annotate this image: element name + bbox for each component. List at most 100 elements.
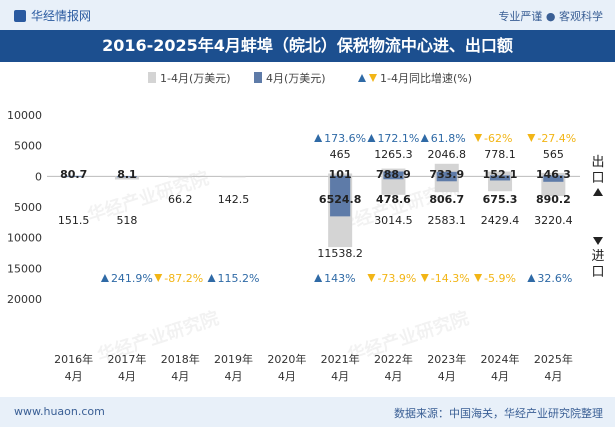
x-tick-label-year: 2024年 <box>481 352 520 366</box>
x-tick-label-month: 4月 <box>225 370 243 383</box>
brand: 华经情报网 <box>14 7 91 24</box>
side-label-export-2: 口 <box>591 171 604 186</box>
import-monthly-label: 675.3 <box>483 193 518 206</box>
export-monthly-bar <box>436 171 457 177</box>
import-monthly-label: 806.7 <box>429 193 464 206</box>
x-tick-label-month: 4月 <box>331 370 349 383</box>
legend-label-growth: 1-4月同比增速(%) <box>380 71 472 85</box>
export-growth-marker <box>474 134 483 142</box>
y-tick-label: 20000 <box>7 293 42 306</box>
import-cumulative-label: 11538.2 <box>317 247 363 260</box>
import-cumulative-bar <box>221 176 246 178</box>
import-growth-marker <box>207 274 216 282</box>
import-growth-marker <box>527 274 536 282</box>
import-monthly-bar <box>436 176 457 182</box>
export-monthly-label: 146.3 <box>536 168 571 181</box>
export-monthly-bar <box>330 175 351 177</box>
export-growth-label: 61.8% <box>431 132 466 145</box>
export-monthly-bar <box>489 175 511 177</box>
site-url: www.huaon.com <box>14 405 105 418</box>
y-tick-label: 0 <box>35 170 42 183</box>
export-cumulative-bar <box>328 173 353 177</box>
import-cumulative-label: 3220.4 <box>534 214 573 227</box>
tagline: 专业严谨 ● 客观科学 <box>498 10 603 23</box>
bottom-bar: www.huaon.com 数据来源：中国海关，华经产业研究院整理 <box>0 397 615 427</box>
export-growth-label: -27.4% <box>537 132 576 145</box>
y-tick-label: 15000 <box>7 262 42 275</box>
import-cumulative-label: 142.5 <box>218 193 250 206</box>
import-cumulative-bar <box>114 176 139 180</box>
export-cumulative-bar <box>488 171 513 177</box>
legend-swatch-cumulative <box>148 72 156 83</box>
import-growth-label: 32.6% <box>537 272 572 285</box>
x-tick-label-year: 2020年 <box>267 352 306 366</box>
side-label-import-1: 进 <box>591 249 604 264</box>
export-cumulative-label: 465 <box>330 148 351 161</box>
import-growth-marker <box>420 274 429 282</box>
export-monthly-label: 733.9 <box>429 168 464 181</box>
side-arrow-down-icon <box>593 237 603 245</box>
export-monthly-label: 152.1 <box>483 168 518 181</box>
x-tick-label-year: 2025年 <box>534 352 573 366</box>
import-cumulative-bar <box>168 176 193 178</box>
import-growth-label: 115.2% <box>218 272 260 285</box>
x-tick-label-year: 2022年 <box>374 352 413 366</box>
export-growth-label: -62% <box>484 132 512 145</box>
import-growth-marker <box>100 274 109 282</box>
x-tick-label-year: 2018年 <box>161 352 200 366</box>
import-cumulative-label: 2429.4 <box>481 214 520 227</box>
import-growth-label: 241.9% <box>111 272 153 285</box>
legend-label-monthly: 4月(万美元) <box>266 72 326 85</box>
import-growth-label: 143% <box>324 272 355 285</box>
export-growth-label: 173.6% <box>324 132 366 145</box>
import-cumulative-label: 3014.5 <box>374 214 413 227</box>
import-monthly-bar <box>543 176 564 182</box>
y-tick-label: 10000 <box>7 109 42 122</box>
export-cumulative-label: 1265.3 <box>374 148 413 161</box>
import-growth-label: -14.3% <box>431 272 470 285</box>
x-tick-label-year: 2019年 <box>214 352 253 366</box>
side-label-import-2: 口 <box>591 265 604 280</box>
x-tick-label-month: 4月 <box>438 370 456 383</box>
x-tick-label-year: 2021年 <box>321 352 360 366</box>
export-cumulative-label: 565 <box>543 148 564 161</box>
import-growth-marker <box>474 274 483 282</box>
x-tick-label-month: 4月 <box>118 370 136 383</box>
import-growth-label: -5.9% <box>484 272 516 285</box>
chart-title: 2016-2025年4月蚌埠（皖北）保税物流中心进、出口额 <box>102 36 513 55</box>
legend-swatch-monthly <box>254 72 262 83</box>
export-monthly-bar <box>63 175 84 177</box>
export-monthly-bar <box>543 175 564 177</box>
x-tick-label-month: 4月 <box>65 370 83 383</box>
top-bar: 华经情报网 专业严谨 ● 客观科学 <box>0 0 615 30</box>
legend-marker-up <box>358 74 366 82</box>
export-monthly-label: 80.7 <box>60 168 87 181</box>
export-cumulative-label: 2046.8 <box>428 148 467 161</box>
legend-marker-down <box>369 74 377 82</box>
import-growth-marker <box>314 274 323 282</box>
import-cumulative-label: 151.5 <box>58 214 90 227</box>
export-growth-label: 172.1% <box>377 132 419 145</box>
export-growth-marker <box>527 134 536 142</box>
import-monthly-label: 478.6 <box>376 193 411 206</box>
side-label-export-1: 出 <box>591 155 604 170</box>
export-cumulative-label: 778.1 <box>484 148 516 161</box>
import-growth-label: -73.9% <box>377 272 416 285</box>
side-arrow-up-icon <box>593 188 603 196</box>
brand-name: 华经情报网 <box>31 9 92 23</box>
import-cumulative-label: 518 <box>116 214 137 227</box>
export-monthly-label: 8.1 <box>117 168 137 181</box>
x-tick-label-year: 2023年 <box>427 352 466 366</box>
x-tick-label-month: 4月 <box>171 370 189 383</box>
x-tick-label-month: 4月 <box>544 370 562 383</box>
import-monthly-label: 6524.8 <box>319 193 361 206</box>
export-monthly-label: 101 <box>329 168 352 181</box>
x-tick-label-month: 4月 <box>384 370 402 383</box>
brand-logo-icon <box>14 10 26 22</box>
import-monthly-label: 890.2 <box>536 193 571 206</box>
legend-label-cumulative: 1-4月(万美元) <box>160 72 231 85</box>
import-growth-marker <box>367 274 376 282</box>
export-cumulative-bar <box>541 172 566 177</box>
